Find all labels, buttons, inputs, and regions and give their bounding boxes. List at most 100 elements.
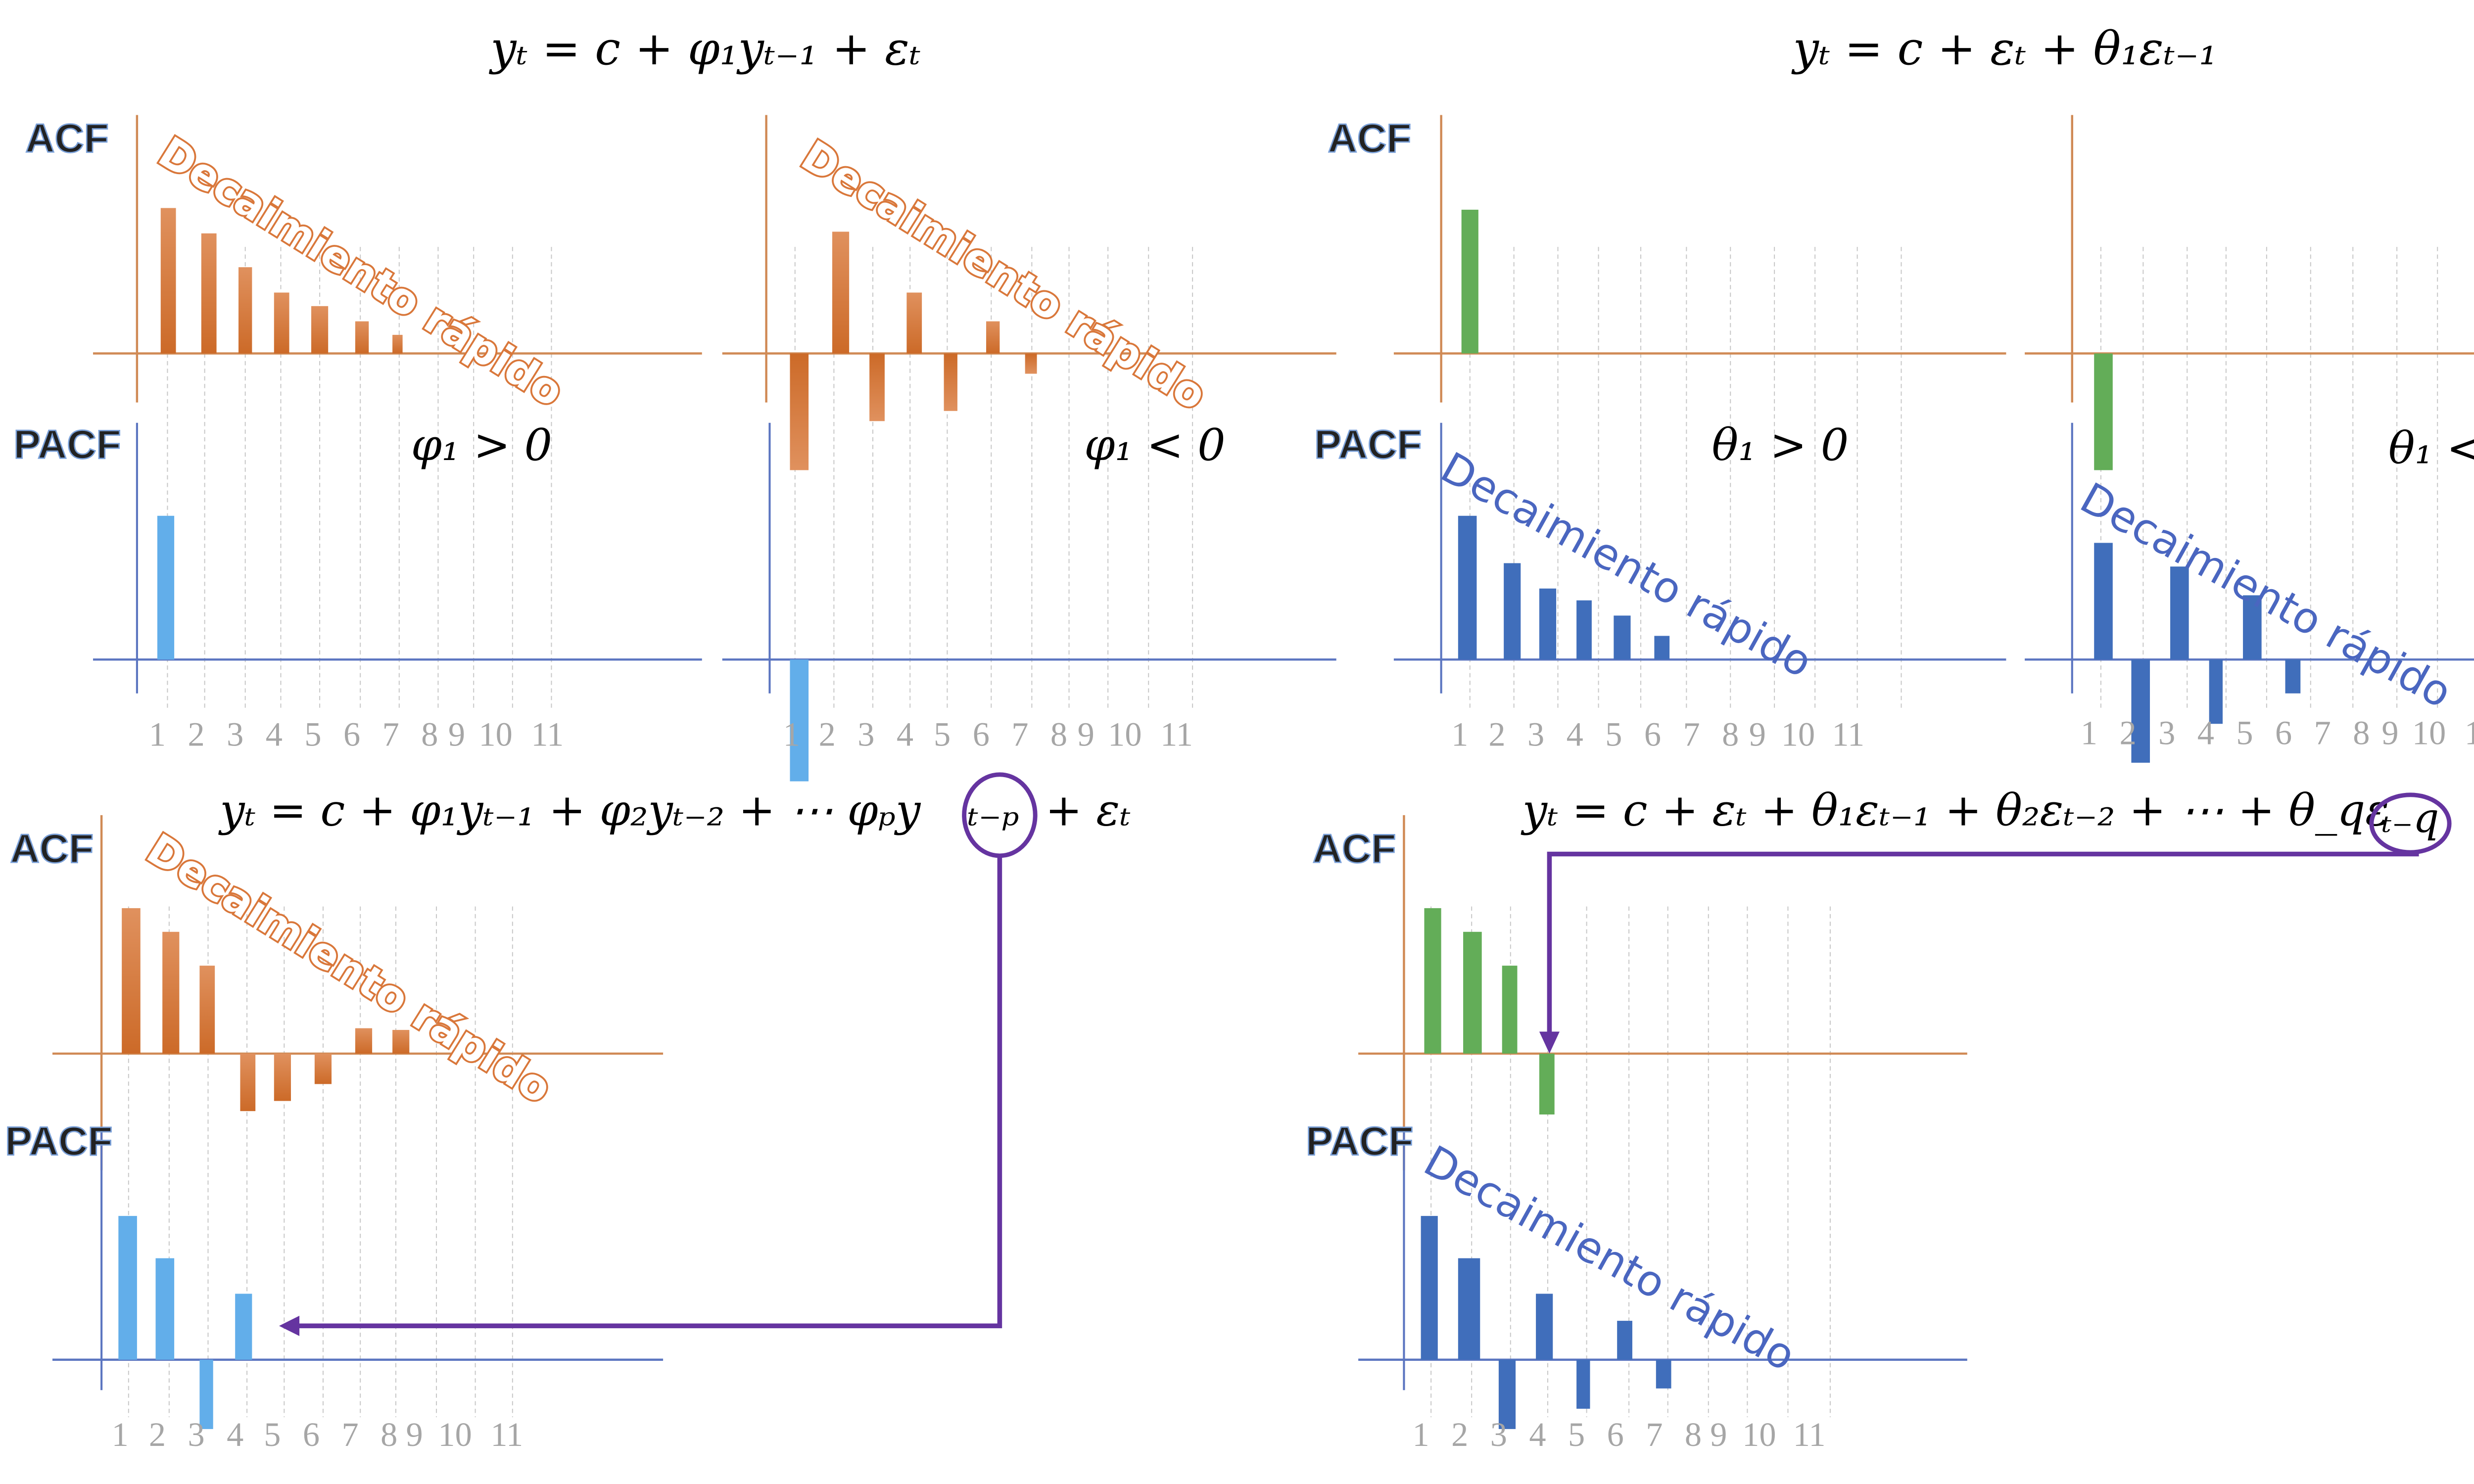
svg-text:4: 4: [897, 716, 913, 753]
svg-text:9: 9: [2381, 714, 2398, 751]
arrowhead-icon: [1539, 1031, 1560, 1054]
svg-text:10: 10: [478, 716, 512, 753]
acf-bar-lag-3: [238, 267, 252, 354]
lag-axis-labels: 1 2 3 4 5 6 7 8 9 10 11: [783, 716, 1193, 753]
acf-bar-lag-2: [832, 232, 850, 354]
svg-text:ₜ₋q: ₜ₋q: [2381, 795, 2439, 842]
pacf-bar-lag-5: [2243, 595, 2262, 660]
acf-bar-lag-7: [392, 334, 403, 354]
svg-text:2: 2: [188, 716, 204, 753]
svg-text:7: 7: [342, 1416, 359, 1453]
svg-text:5: 5: [934, 716, 951, 753]
svg-text:6: 6: [1607, 1416, 1624, 1453]
svg-text:6: 6: [2275, 714, 2292, 751]
svg-text:11: 11: [1160, 716, 1193, 753]
pacf-label: PACF: [13, 422, 121, 467]
svg-text:9: 9: [1078, 716, 1094, 753]
acf-bar-lag-2: [201, 233, 217, 354]
svg-text:8: 8: [1722, 716, 1739, 753]
svg-text:1: 1: [2081, 714, 2097, 751]
pacf-chart: [52, 1129, 664, 1429]
svg-text:7: 7: [1646, 1416, 1663, 1453]
acf-bar-lag-1: [2094, 353, 2113, 470]
svg-text:10: 10: [2412, 714, 2446, 751]
arrowhead-icon: [279, 1315, 300, 1336]
pacf-bar-lag-4: [2209, 659, 2223, 724]
svg-text:2: 2: [1488, 716, 1505, 753]
svg-text:10: 10: [1742, 1416, 1776, 1453]
panel-ma1-theta-negative: θ₁ < 0 Decaimiento rápido 1 2 3 4 5 6 7 …: [2025, 115, 2474, 763]
pacf-bar-lag-6: [1654, 636, 1670, 660]
svg-text:6: 6: [343, 716, 360, 753]
svg-text:2: 2: [2119, 714, 2136, 751]
gridlines: [1469, 247, 1902, 710]
acf-bar-lag-4: [274, 292, 289, 354]
panel-ar1-phi-negative: φ₁ < 0 Decaimiento rápido 1 2 3 4 5 6 7 …: [722, 115, 1336, 782]
acf-chart: [1393, 115, 2006, 403]
pacf-bar-lag-3: [1539, 588, 1557, 660]
svg-text:7: 7: [382, 716, 399, 753]
svg-text:8: 8: [2353, 714, 2370, 751]
acf-bar-lag-5: [274, 1053, 291, 1101]
svg-text:1: 1: [1413, 1416, 1429, 1453]
acf-bar-lag-2: [1463, 931, 1482, 1054]
gridlines: [2100, 247, 2438, 710]
svg-text:8: 8: [381, 1416, 397, 1453]
pacf-bar-lag-5: [1576, 1359, 1590, 1409]
maq-equation: yₜ = c + εₜ + θ₁εₜ₋₁ + θ₂εₜ₋₂ + ⋯ + θ_qε…: [1521, 784, 2439, 842]
svg-text:ₜ₋ₚ: ₜ₋ₚ: [967, 784, 1019, 835]
pacf-bar-lag-4: [1576, 600, 1592, 660]
acf-bar-lag-1: [160, 208, 176, 354]
svg-text:3: 3: [2158, 714, 2175, 751]
acf-chart: [52, 815, 664, 1170]
svg-text:+ εₜ: + εₜ: [1046, 784, 1131, 835]
pacf-bar-lag-2: [1458, 1258, 1480, 1360]
svg-text:11: 11: [490, 1416, 523, 1453]
svg-text:10: 10: [438, 1416, 472, 1453]
acf-bar-lag-8: [392, 1030, 410, 1054]
acf-label: ACF: [1328, 116, 1412, 161]
lag-axis-labels: 1 2 3 4 5 6 7 8 9 10 11: [2081, 714, 2474, 751]
pacf-bar-lag-1: [2094, 543, 2113, 660]
svg-text:3: 3: [857, 716, 874, 753]
acf-chart: [2025, 115, 2474, 470]
pacf-bar-lag-1: [118, 1216, 137, 1360]
acf-bar-lag-3: [869, 353, 885, 421]
condition-phi-positive: φ₁ > 0: [411, 419, 552, 470]
pacf-bar-lag-1: [1458, 515, 1477, 660]
gridlines: [794, 247, 1193, 710]
svg-text:6: 6: [303, 1416, 320, 1453]
svg-text:4: 4: [227, 1416, 243, 1453]
svg-text:11: 11: [2465, 714, 2474, 751]
svg-text:yₜ = c + εₜ + θ₁εₜ₋₁ + θ₂εₜ₋₂: yₜ = c + εₜ + θ₁εₜ₋₁ + θ₂εₜ₋₂ + ⋯ + θ_qε: [1521, 784, 2389, 835]
acf-bar-lag-1: [122, 908, 141, 1054]
panel-maq: Decaimiento rápido 1 2 3 4 5 6 7 8 9 10 …: [1358, 815, 1967, 1453]
acf-chart: [722, 115, 1336, 470]
pacf-bar-lag-5: [1614, 615, 1631, 660]
svg-text:1: 1: [149, 716, 166, 753]
condition-theta-negative: θ₁ < 0: [2388, 422, 2474, 474]
arrow-arp-cutoff: [279, 772, 1038, 1336]
lag-axis-labels: 1 2 3 4 5 6 7 8 9 10 11: [1451, 716, 1864, 753]
pacf-bar-lag-4: [1536, 1294, 1553, 1360]
acf-label: ACF: [25, 116, 109, 161]
acf-bar-lag-4: [906, 292, 922, 354]
acf-bar-lag-7: [1025, 353, 1037, 374]
pacf-chart: [1358, 1129, 1967, 1429]
svg-text:5: 5: [1605, 716, 1622, 753]
pacf-label: PACF: [1306, 1119, 1413, 1164]
pacf-bar-lag-3: [1498, 1359, 1516, 1429]
acf-bar-lag-6: [986, 321, 1000, 354]
acf-bar-lag-5: [311, 306, 329, 354]
acf-bar-lag-4: [240, 1053, 256, 1112]
pacf-chart: [1393, 422, 2006, 694]
acf-chart: [1358, 815, 1967, 1170]
acf-bar-lag-4: [1539, 1053, 1555, 1114]
arrow-maq-cutoff: [1539, 792, 2452, 1054]
svg-text:1: 1: [1451, 716, 1468, 753]
acf-bar-lag-3: [1502, 966, 1518, 1054]
svg-text:2: 2: [819, 716, 836, 753]
condition-phi-negative: φ₁ < 0: [1084, 419, 1225, 470]
svg-text:7: 7: [2314, 714, 2331, 751]
